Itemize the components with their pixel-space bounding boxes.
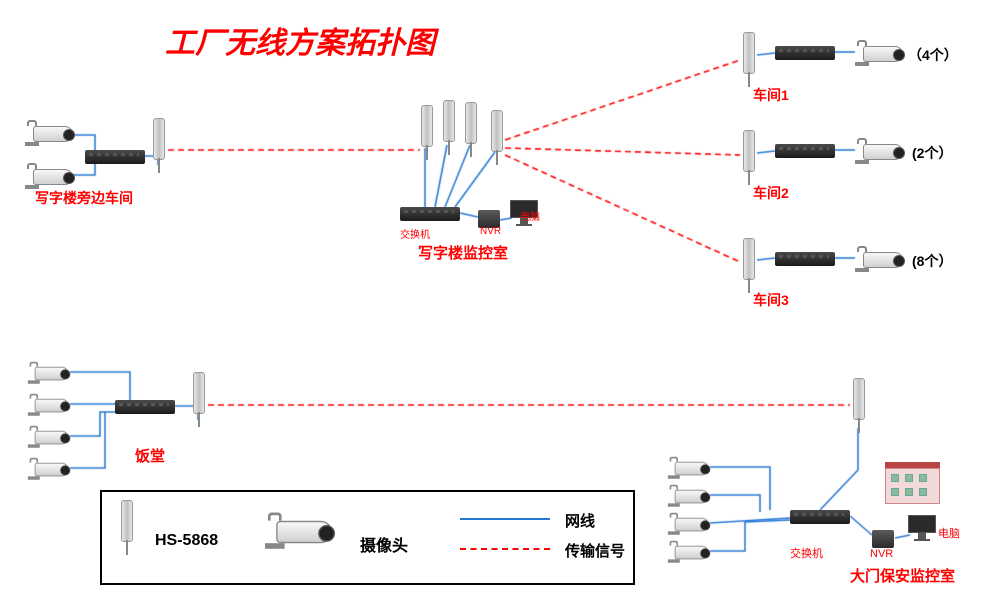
switch-icon — [400, 207, 460, 221]
nvr-sublabel: NVR — [480, 226, 501, 237]
switch-icon — [775, 252, 835, 266]
antenna-icon — [850, 378, 868, 433]
switch-icon — [775, 46, 835, 60]
building-icon — [885, 462, 940, 504]
legend-wireless-line — [460, 548, 550, 550]
antenna-icon — [190, 372, 208, 427]
camera-icon — [28, 362, 60, 381]
camera-icon — [668, 513, 700, 532]
camera-icon — [668, 541, 700, 560]
switch-icon — [790, 510, 850, 524]
camera-icon — [668, 485, 700, 504]
antenna-icon — [462, 102, 480, 157]
camera-icon — [28, 426, 60, 445]
legend-wireless-label: 传输信号 — [565, 540, 625, 561]
workshop1-label: 车间1 — [753, 85, 789, 105]
antenna-icon — [440, 100, 458, 155]
camera-icon — [25, 163, 75, 191]
antenna-icon — [740, 32, 758, 87]
camera-icon — [28, 458, 60, 477]
camera-icon — [668, 457, 700, 476]
switch-icon — [85, 150, 145, 164]
antenna-icon — [740, 130, 758, 185]
workshop2-label: 车间2 — [753, 183, 789, 203]
office-workshop-label: 写字楼旁边车间 — [35, 188, 133, 208]
antenna-icon — [488, 110, 506, 165]
switch-icon — [775, 144, 835, 158]
camera-icon — [855, 40, 905, 68]
switch-sublabel: 交换机 — [400, 226, 430, 241]
workshop3-label: 车间3 — [753, 290, 789, 310]
nvr-icon — [872, 530, 894, 548]
diagram-title: 工厂无线方案拓扑图 — [165, 18, 435, 62]
workshop1-count: （4个） — [908, 45, 958, 65]
legend-camera-label: 摄像头 — [360, 532, 408, 556]
pc-sublabel: 电脑 — [520, 208, 540, 223]
canteen-label: 饭堂 — [135, 445, 165, 466]
control-room-label: 写字楼监控室 — [418, 242, 508, 263]
switch-sublabel: 交换机 — [790, 545, 823, 561]
legend-camera-icon — [265, 512, 335, 551]
legend-cable-label: 网线 — [565, 510, 595, 531]
antenna-icon — [740, 238, 758, 293]
legend-antenna-icon — [118, 500, 136, 555]
workshop2-count: (2个） — [912, 143, 952, 163]
camera-icon — [28, 394, 60, 413]
antenna-icon — [418, 105, 436, 160]
camera-icon — [855, 246, 905, 274]
nvr-sublabel: NVR — [870, 548, 893, 560]
monitor-icon — [908, 515, 938, 541]
camera-icon — [855, 138, 905, 166]
switch-icon — [115, 400, 175, 414]
gate-security-label: 大门保安监控室 — [850, 565, 955, 586]
pc-sublabel: 电脑 — [938, 525, 960, 541]
legend-cable-line — [460, 518, 550, 520]
camera-icon — [25, 120, 75, 148]
workshop3-count: (8个） — [912, 251, 952, 271]
antenna-icon — [150, 118, 168, 173]
legend-antenna-label: HS-5868 — [155, 532, 218, 550]
